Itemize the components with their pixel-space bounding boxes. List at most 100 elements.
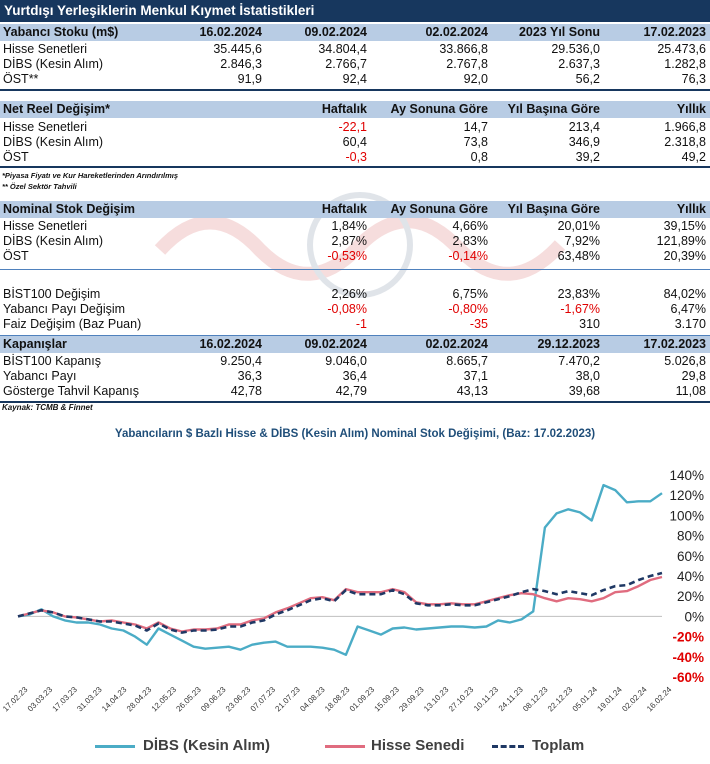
section4-header-col-5: 17.02.2023 bbox=[643, 337, 706, 351]
row-label: Yabancı Payı Değişim bbox=[3, 302, 126, 316]
table-cell: 2,83% bbox=[452, 234, 488, 248]
table-row: Yabancı Payı Değişim -0,08% -0,80% -1,67% 6,… bbox=[0, 302, 710, 317]
x-tick-label: 04.08.23 bbox=[298, 685, 327, 714]
table-cell: 1.282,8 bbox=[664, 57, 706, 71]
row-label: BİST100 Değişim bbox=[3, 287, 101, 301]
table-cell: 49,2 bbox=[681, 150, 706, 164]
section4-header-row: Kapanışlar 16.02.2024 09.02.2024 02.02.2024… bbox=[0, 336, 710, 353]
y-tick-label: 100% bbox=[669, 508, 704, 523]
table-cell: 8.665,7 bbox=[446, 354, 488, 368]
table-row: DİBS (Kesin Alım) 2.846,3 2.766,7 2.767,8 2.… bbox=[0, 57, 710, 72]
table-cell: 5.026,8 bbox=[664, 354, 706, 368]
table-cell: 37,1 bbox=[463, 369, 488, 383]
y-tick-label: -60% bbox=[672, 670, 704, 685]
x-tick-label: 23.06.23 bbox=[224, 685, 253, 714]
table-row: ÖST** 91,9 92,4 92,0 56,2 76,3 bbox=[0, 72, 710, 87]
section2-header-row: Net Reel Değişim* Haftalık Ay Sonuna Göre Y… bbox=[0, 101, 710, 118]
table-cell: 35.445,6 bbox=[213, 42, 262, 56]
section1-header-col-4: 2023 Yıl Sonu bbox=[518, 25, 600, 39]
x-tick-label: 05.01.24 bbox=[571, 685, 600, 714]
x-tick-label: 15.09.23 bbox=[373, 685, 402, 714]
table-cell: -0,80% bbox=[448, 302, 488, 316]
row-label: Hisse Senetleri bbox=[3, 42, 88, 56]
row-label: Faiz Değişim (Baz Puan) bbox=[3, 317, 142, 331]
y-tick-label: -20% bbox=[672, 630, 704, 645]
watermark-logo bbox=[154, 192, 566, 298]
table-cell: 6,75% bbox=[452, 287, 488, 301]
x-tick-label: 29.09.23 bbox=[397, 685, 426, 714]
table-cell: 84,02% bbox=[663, 287, 706, 301]
section3-header-col-4: Yıllık bbox=[676, 202, 706, 216]
table-cell: 36,3 bbox=[237, 369, 262, 383]
table-cell: 213,4 bbox=[568, 120, 600, 134]
section3-header-row: Nominal Stok Değişim Haftalık Ay Sonuna Gö… bbox=[0, 201, 710, 218]
table-cell: 2.767,8 bbox=[446, 57, 488, 71]
section2-header-col-1: Haftalık bbox=[321, 102, 367, 116]
row-label: DİBS (Kesin Alım) bbox=[3, 135, 104, 149]
table-cell: 0,8 bbox=[470, 150, 488, 164]
table-cell: 11,08 bbox=[675, 384, 706, 398]
table-cell: 7,92% bbox=[564, 234, 600, 248]
table-cell: 3.170 bbox=[674, 317, 706, 331]
x-tick-label: 08.12.23 bbox=[521, 685, 550, 714]
table-cell: 20,01% bbox=[557, 219, 600, 233]
page-title: Yurtdışı Yerleşiklerin Menkul Kıymet İst… bbox=[0, 0, 710, 22]
row-label: ÖST** bbox=[3, 72, 39, 86]
x-tick-label: 19.01.24 bbox=[595, 685, 624, 714]
table-row: ÖST -0,3 0,8 39,2 49,2 bbox=[0, 150, 710, 165]
table-row: Hisse Senetleri 1,84% 4,66% 20,01% 39,15% bbox=[0, 219, 710, 234]
table-row: Faiz Değişim (Baz Puan) -1 -35 310 3.170 bbox=[0, 317, 710, 332]
table-row: Hisse Senetleri 35.445,6 34.804,4 33.866,8 2… bbox=[0, 42, 710, 57]
table-row: Hisse Senetleri -22,1 14,7 213,4 1.966,8 bbox=[0, 120, 710, 135]
x-tick-label: 17.02.23 bbox=[1, 685, 30, 714]
table-cell: -0,53% bbox=[327, 249, 367, 263]
table-cell: 91,9 bbox=[237, 72, 262, 86]
x-tick-label: 28.04.23 bbox=[125, 685, 154, 714]
chart-title: Yabancıların $ Bazlı Hisse & DİBS (Kesin… bbox=[114, 428, 596, 440]
series-line-toplam bbox=[17, 571, 663, 634]
table-cell: 310 bbox=[579, 317, 600, 331]
table-row: Yabancı Payı 36,3 36,4 37,1 38,0 29,8 bbox=[0, 369, 710, 384]
row-label: ÖST bbox=[3, 150, 29, 164]
table-cell: 14,7 bbox=[463, 120, 488, 134]
table-cell: 9.046,0 bbox=[325, 354, 367, 368]
section3-header-col-2: Ay Sonuna Göre bbox=[390, 202, 488, 216]
table-cell: 43,13 bbox=[456, 384, 488, 398]
table-row: DİBS (Kesin Alım) 60,4 73,8 346,9 2.318,8 bbox=[0, 135, 710, 150]
table-cell: 1.966,8 bbox=[664, 120, 706, 134]
section2-header-col-4: Yıllık bbox=[676, 102, 706, 116]
table-cell: -1 bbox=[355, 317, 367, 331]
section2-header-col-2: Ay Sonuna Göre bbox=[390, 102, 488, 116]
table-cell: 39,68 bbox=[568, 384, 600, 398]
table-cell: 56,2 bbox=[575, 72, 600, 86]
table-cell: 2.637,3 bbox=[558, 57, 600, 71]
x-tick-label: 02.02.24 bbox=[620, 685, 649, 714]
table-cell: 73,8 bbox=[463, 135, 488, 149]
table-row: ÖST -0,53% -0,14% 63,48% 20,39% bbox=[0, 249, 710, 264]
section1-header-col-2: 09.02.2024 bbox=[304, 25, 367, 39]
table-cell: -1,67% bbox=[560, 302, 600, 316]
y-tick-label: 120% bbox=[669, 488, 704, 503]
table-cell: 2,87% bbox=[331, 234, 367, 248]
table-row: BİST100 Kapanış 9.250,4 9.046,0 8.665,7 7.47… bbox=[0, 354, 710, 369]
x-tick-label: 01.09.23 bbox=[348, 685, 377, 714]
x-tick-label: 27.10.23 bbox=[447, 685, 476, 714]
x-tick-label: 13.10.23 bbox=[422, 685, 451, 714]
table-cell: 20,39% bbox=[663, 249, 706, 263]
table-cell: 23,83% bbox=[557, 287, 600, 301]
table-cell: 4,66% bbox=[452, 219, 488, 233]
table-cell: -22,1 bbox=[338, 120, 368, 134]
table-cell: -35 bbox=[469, 317, 488, 331]
section4-header-col-1: 16.02.2024 bbox=[199, 337, 262, 351]
x-tick-label: 17.03.23 bbox=[51, 685, 80, 714]
x-tick-label: 22.12.23 bbox=[546, 685, 575, 714]
section1-header-col-1: 16.02.2024 bbox=[199, 25, 262, 39]
row-label: Yabancı Payı bbox=[3, 369, 77, 383]
row-label: DİBS (Kesin Alım) bbox=[3, 57, 104, 71]
section3-header-label: Nominal Stok Değişim bbox=[3, 202, 135, 216]
x-tick-label: 31.03.23 bbox=[75, 685, 104, 714]
row-label: BİST100 Kapanış bbox=[3, 354, 101, 368]
table-cell: 92,4 bbox=[342, 72, 367, 86]
table-cell: 38,0 bbox=[575, 369, 600, 383]
line-chart: 140% 120% 100% 80% 60% 40% 20% 0% -20% -40% -60% 17… bbox=[1, 468, 704, 714]
